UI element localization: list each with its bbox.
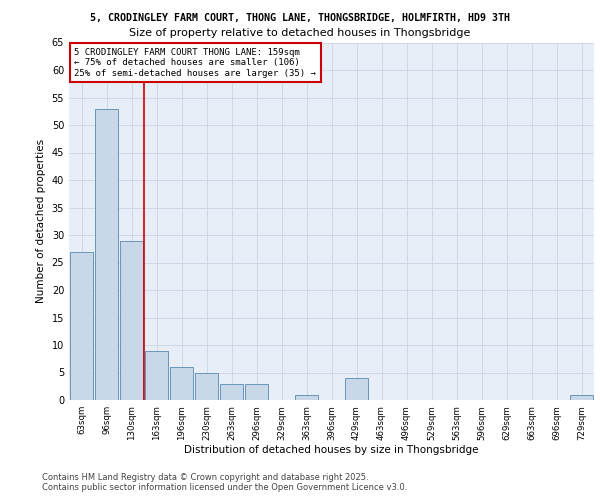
Bar <box>70 252 94 400</box>
Y-axis label: Number of detached properties: Number of detached properties <box>36 139 46 304</box>
Bar <box>344 378 368 400</box>
X-axis label: Distribution of detached houses by size in Thongsbridge: Distribution of detached houses by size … <box>184 446 479 456</box>
Bar <box>145 350 169 400</box>
Bar <box>119 240 143 400</box>
Bar <box>295 394 319 400</box>
Bar <box>220 384 244 400</box>
Bar <box>569 394 593 400</box>
Bar <box>170 367 193 400</box>
Bar <box>95 108 118 400</box>
Text: Contains HM Land Registry data © Crown copyright and database right 2025.: Contains HM Land Registry data © Crown c… <box>42 474 368 482</box>
Text: 5 CRODINGLEY FARM COURT THONG LANE: 159sqm
← 75% of detached houses are smaller : 5 CRODINGLEY FARM COURT THONG LANE: 159s… <box>74 48 316 78</box>
Text: 5, CRODINGLEY FARM COURT, THONG LANE, THONGSBRIDGE, HOLMFIRTH, HD9 3TH: 5, CRODINGLEY FARM COURT, THONG LANE, TH… <box>90 12 510 22</box>
Bar <box>194 372 218 400</box>
Bar <box>245 384 268 400</box>
Text: Contains public sector information licensed under the Open Government Licence v3: Contains public sector information licen… <box>42 484 407 492</box>
Text: Size of property relative to detached houses in Thongsbridge: Size of property relative to detached ho… <box>130 28 470 38</box>
